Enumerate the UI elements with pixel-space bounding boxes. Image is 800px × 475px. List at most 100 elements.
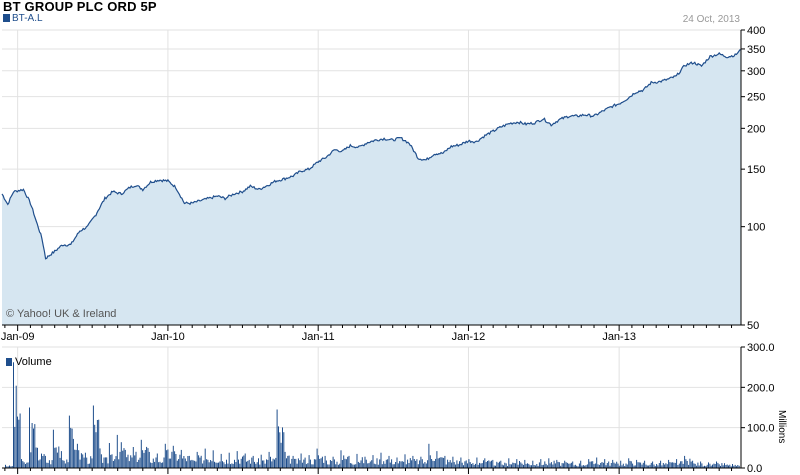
volume-bar-fill bbox=[34, 424, 36, 468]
volume-bar-fill bbox=[511, 464, 512, 468]
volume-bar bbox=[21, 459, 22, 468]
volume-bar-fill bbox=[150, 462, 152, 468]
volume-bar-fill bbox=[134, 455, 136, 468]
volume-bar-fill bbox=[187, 456, 189, 468]
volume-bar-fill bbox=[666, 464, 668, 468]
volume-bar-fill bbox=[170, 458, 172, 468]
volume-bar-fill bbox=[425, 463, 427, 468]
volume-bar-fill bbox=[122, 450, 124, 468]
volume-bar-fill bbox=[142, 450, 144, 468]
volume-bar-fill bbox=[457, 463, 459, 468]
volume-bar-fill bbox=[166, 450, 168, 468]
volume-bar-fill bbox=[585, 465, 587, 468]
volume-bar-fill bbox=[102, 462, 104, 468]
volume-bar-fill bbox=[545, 463, 547, 468]
x-tick-label: Jan-12 bbox=[452, 331, 486, 343]
copyright-text: © Yahoo! UK & Ireland bbox=[6, 308, 117, 320]
volume-bar-fill bbox=[461, 462, 463, 468]
volume-bar-fill bbox=[581, 465, 583, 468]
volume-bar-fill bbox=[182, 458, 184, 468]
volume-bar-fill bbox=[210, 460, 212, 468]
volume-bar-fill bbox=[215, 462, 217, 468]
volume-bar bbox=[92, 405, 94, 468]
volume-bar bbox=[276, 409, 278, 468]
volume-bar-fill bbox=[678, 463, 680, 468]
volume-bar-fill bbox=[694, 463, 696, 468]
volume-bar-fill bbox=[688, 464, 690, 468]
volume-bar-fill bbox=[509, 464, 511, 468]
volume-bar-fill bbox=[96, 420, 98, 468]
volume-bar-fill bbox=[661, 465, 663, 468]
volume-bar-fill bbox=[712, 464, 713, 468]
volume-units-label: Millions bbox=[776, 410, 787, 444]
volume-bar bbox=[268, 451, 270, 468]
volume-bar-fill bbox=[531, 465, 532, 468]
volume-bar-fill bbox=[279, 432, 281, 468]
volume-bar bbox=[372, 455, 374, 468]
volume-bar-fill bbox=[208, 462, 210, 468]
volume-bar-fill bbox=[168, 458, 170, 468]
volume-bar-fill bbox=[407, 459, 409, 468]
volume-bar-fill bbox=[46, 462, 48, 468]
volume-bar-fill bbox=[672, 462, 674, 468]
volume-bar bbox=[548, 458, 550, 468]
volume-bar-fill bbox=[533, 465, 535, 468]
volume-bar-fill bbox=[267, 459, 269, 468]
volume-bar-fill bbox=[733, 465, 735, 468]
volume-bar-fill bbox=[367, 463, 369, 468]
volume-bar-fill bbox=[605, 465, 607, 468]
volume-bar-fill bbox=[427, 460, 429, 468]
volume-bar-fill bbox=[621, 465, 623, 468]
volume-bar-fill bbox=[234, 459, 235, 468]
volume-bar-fill bbox=[138, 459, 140, 468]
volume-bar-fill bbox=[528, 463, 530, 468]
volume-bar-fill bbox=[219, 461, 221, 468]
volume-bar-fill bbox=[296, 463, 298, 468]
volume-bar bbox=[356, 453, 358, 468]
volume-bar-fill bbox=[35, 447, 37, 468]
volume-bar-fill bbox=[50, 464, 52, 468]
volume-bar-fill bbox=[681, 461, 683, 468]
volume-bar-fill bbox=[439, 457, 441, 468]
volume-bar-fill bbox=[642, 462, 644, 468]
volume-bar-fill bbox=[624, 466, 626, 468]
volume-bar-fill bbox=[230, 464, 231, 468]
x-tick-label: Jan-11 bbox=[302, 331, 335, 343]
volume-bar-fill bbox=[304, 457, 306, 468]
volume-bar-fill bbox=[320, 458, 322, 468]
volume-bar bbox=[348, 455, 350, 468]
volume-bar-fill bbox=[15, 385, 17, 468]
price-line bbox=[1, 49, 742, 260]
volume-bar-fill bbox=[327, 464, 329, 468]
volume-bar bbox=[556, 459, 558, 468]
volume-bar-fill bbox=[689, 458, 691, 468]
volume-bar bbox=[452, 456, 454, 468]
volume-bar-fill bbox=[480, 463, 482, 468]
volume-bar bbox=[124, 449, 126, 468]
volume-bar-fill bbox=[513, 463, 515, 468]
volume-bar-fill bbox=[618, 465, 620, 468]
volume-bar bbox=[300, 453, 302, 468]
volume-bar bbox=[196, 451, 198, 468]
volume-bar-fill bbox=[301, 462, 303, 468]
volume-bar bbox=[29, 407, 30, 468]
volume-bar-fill bbox=[112, 461, 114, 468]
volume-bar-fill bbox=[176, 460, 178, 468]
volume-bar-fill bbox=[282, 427, 283, 468]
volume-bar-fill bbox=[433, 461, 435, 468]
volume-bar-fill bbox=[578, 463, 580, 468]
volume-bar-fill bbox=[74, 449, 76, 468]
volume-bar-fill bbox=[155, 457, 157, 468]
volume-bar-fill bbox=[22, 461, 24, 468]
volume-bar bbox=[324, 455, 326, 468]
volume-bar-fill bbox=[409, 458, 411, 468]
volume-bar-fill bbox=[495, 465, 496, 468]
volume-bar-fill bbox=[697, 462, 699, 468]
volume-bar-fill bbox=[26, 462, 28, 468]
volume-bar-fill bbox=[78, 450, 80, 468]
volume-bar bbox=[180, 449, 182, 468]
volume-bar bbox=[236, 451, 238, 468]
volume-bar bbox=[404, 454, 406, 468]
volume-bar bbox=[524, 459, 526, 468]
volume-bar-fill bbox=[633, 465, 635, 468]
